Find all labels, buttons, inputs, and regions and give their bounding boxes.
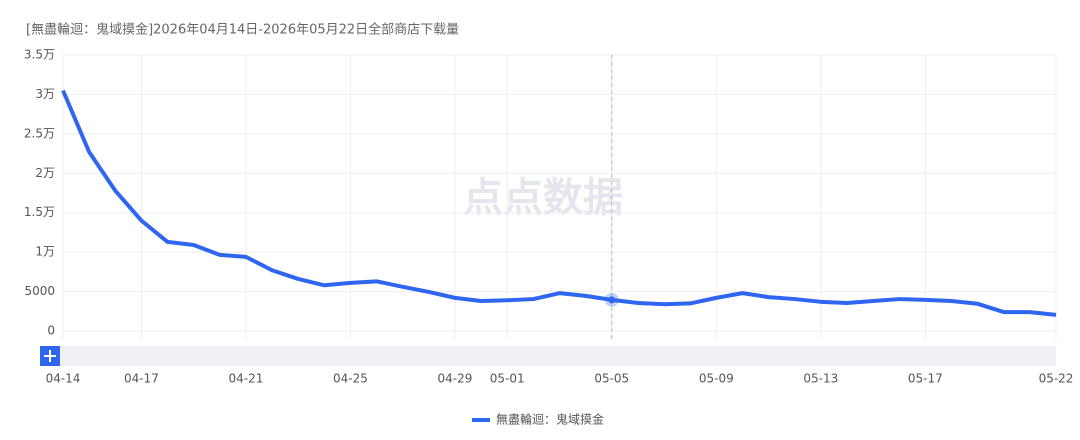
y-tick-label: 3万 <box>35 87 55 101</box>
legend-label: 無盡輪迴：鬼域摸金 <box>496 412 604 427</box>
y-tick-label: 2.5万 <box>24 126 55 140</box>
hover-point <box>608 296 616 304</box>
x-tick-label: 05-17 <box>908 372 943 386</box>
y-tick-label: 5000 <box>24 284 55 298</box>
x-tick-label: 04-25 <box>333 372 368 386</box>
y-tick-label: 1万 <box>35 245 55 259</box>
x-tick-label: 05-13 <box>803 372 838 386</box>
chart-title: [無盡輪迴：鬼域摸金]2026年04月14日-2026年05月22日全部商店下载… <box>26 22 459 38</box>
plus-icon <box>44 350 56 362</box>
x-tick-label: 05-05 <box>594 372 629 386</box>
watermark: 点点数据 <box>463 175 623 221</box>
x-tick-label: 05-01 <box>490 372 525 386</box>
y-tick-label: 1.5万 <box>24 205 55 219</box>
y-tick-label: 0 <box>47 324 55 338</box>
x-tick-label: 04-29 <box>438 372 473 386</box>
x-tick-label: 05-22 <box>1039 372 1074 386</box>
y-tick-label: 2万 <box>35 166 55 180</box>
x-tick-label: 04-14 <box>46 372 81 386</box>
line <box>61 89 1057 317</box>
y-tick-label: 3.5万 <box>24 48 55 62</box>
x-tick-label: 04-21 <box>228 372 263 386</box>
zoom-slider[interactable] <box>40 346 1056 366</box>
x-tick-label: 05-09 <box>699 372 734 386</box>
x-tick-label: 04-17 <box>124 372 159 386</box>
